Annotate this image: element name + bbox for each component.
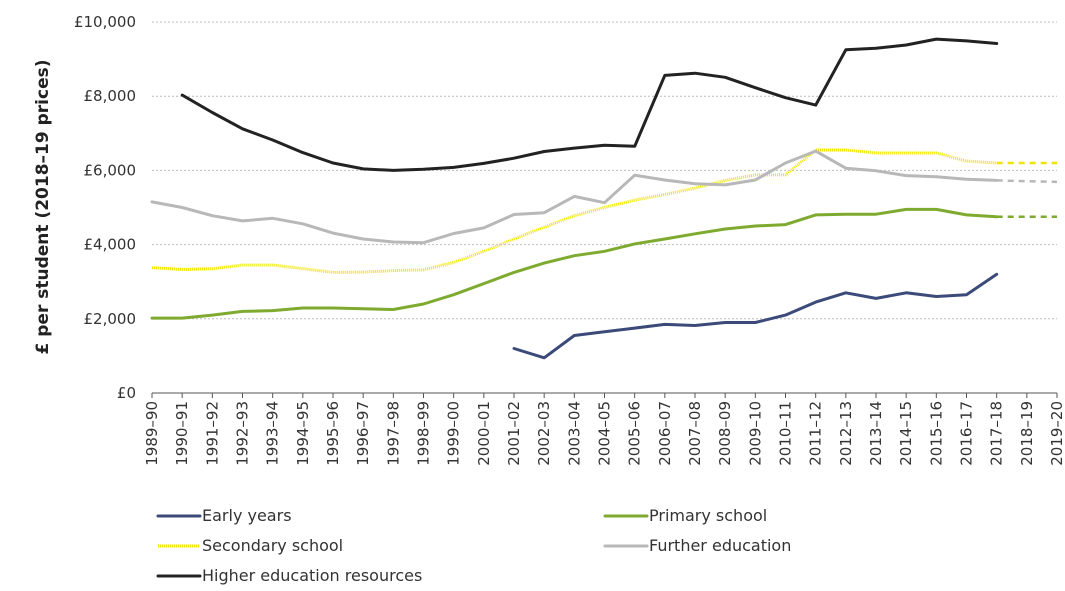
series-line-2 xyxy=(151,148,997,274)
legend-label: Early years xyxy=(202,506,292,525)
series-line-4 xyxy=(180,37,999,172)
x-tick-label: 1989–90 xyxy=(143,401,161,466)
x-tick-label: 1990–91 xyxy=(173,401,191,466)
x-tick-label: 1999–00 xyxy=(445,401,463,466)
legend-label: Higher education resources xyxy=(202,566,422,585)
legend: Early years Primary school Secondary schoo… xyxy=(156,506,791,585)
x-tick-label: 1996–97 xyxy=(354,401,372,466)
x-tick-label: 2007–08 xyxy=(686,401,704,466)
x-tick-label: 2011–12 xyxy=(807,401,825,466)
x-tick-label: 2019–20 xyxy=(1048,401,1065,466)
x-tick-label: 2012–13 xyxy=(837,401,855,466)
x-tick-label: 1995–96 xyxy=(324,401,342,466)
y-tick-label: £0 xyxy=(117,384,136,402)
x-tick-label: 2013–14 xyxy=(867,401,885,466)
y-tick-label: £6,000 xyxy=(84,161,137,179)
x-tick-label: 2010–11 xyxy=(777,401,795,466)
legend-label: Primary school xyxy=(649,506,767,525)
x-tick-label: 2018–19 xyxy=(1018,401,1036,466)
y-tick-label: £2,000 xyxy=(84,310,137,328)
legend-label: Further education xyxy=(649,536,791,555)
x-tick-label: 2017–18 xyxy=(988,401,1006,466)
x-tick-label: 1993–94 xyxy=(264,401,282,466)
x-tick-label: 2009–10 xyxy=(746,401,764,466)
series-line-1 xyxy=(150,207,999,320)
x-tick-label: 2008–09 xyxy=(716,401,734,466)
x-tick-label: 2003–04 xyxy=(565,401,583,466)
y-axis: £0 £2,000 £4,000 £6,000 £8,000 £10,000 xyxy=(74,13,136,402)
series-projection-3 xyxy=(996,179,1058,184)
x-tick-label: 1994–95 xyxy=(294,401,312,466)
legend-label: Secondary school xyxy=(202,536,343,555)
x-tick-label: 2015–16 xyxy=(927,401,945,466)
y-axis-label: £ per student (2018–19 prices) xyxy=(33,60,53,355)
x-tick-label: 1998–99 xyxy=(415,401,433,466)
y-tick-label: £4,000 xyxy=(84,236,137,254)
x-tick-label: 1992–93 xyxy=(234,401,252,466)
x-tick-label: 2016–17 xyxy=(958,401,976,466)
x-tick-label: 2002–03 xyxy=(535,401,553,466)
y-tick-label: £8,000 xyxy=(84,87,137,105)
x-tick-label: 2014–15 xyxy=(897,401,915,466)
x-tick-label: 2000–01 xyxy=(475,401,493,466)
x-tick-label: 2005–06 xyxy=(626,401,644,466)
x-axis: 1989–90 1990–91 1991–92 1992–93 1993–94 1994–… xyxy=(143,393,1065,466)
x-tick-label: 2006–07 xyxy=(656,401,674,466)
x-tick-label: 1991–92 xyxy=(203,401,221,466)
x-tick-label: 1997–98 xyxy=(384,401,402,466)
x-tick-label: 2004–05 xyxy=(596,401,614,466)
series-line-0 xyxy=(512,272,999,360)
series-line-3 xyxy=(150,149,999,245)
y-tick-label: £10,000 xyxy=(74,13,136,31)
series-lines xyxy=(150,37,1058,360)
x-tick-label: 2001–02 xyxy=(505,401,523,466)
